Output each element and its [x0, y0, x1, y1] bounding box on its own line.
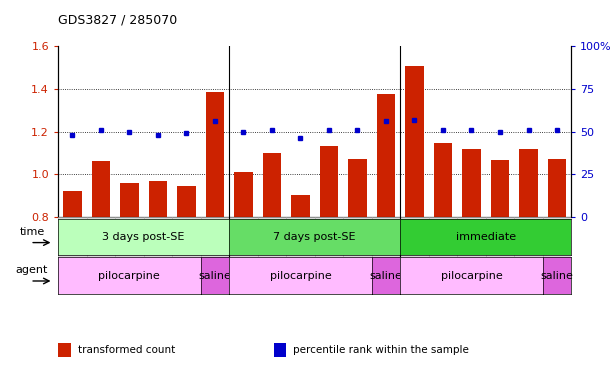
Text: percentile rank within the sample: percentile rank within the sample — [293, 345, 469, 356]
Bar — [172, 217, 200, 276]
Text: immediate: immediate — [456, 232, 516, 242]
Bar — [519, 149, 538, 384]
Bar — [320, 146, 338, 384]
Bar — [206, 92, 224, 384]
Bar — [343, 217, 371, 276]
Bar — [177, 186, 196, 384]
Bar — [144, 217, 172, 276]
Bar — [463, 149, 481, 384]
Bar — [371, 217, 400, 276]
Text: saline: saline — [199, 270, 232, 281]
Bar — [400, 217, 429, 276]
Bar — [200, 217, 229, 276]
Text: saline: saline — [370, 270, 403, 281]
Bar — [405, 66, 424, 384]
Text: 7 days post-SE: 7 days post-SE — [273, 232, 356, 242]
Bar — [315, 217, 343, 276]
Bar — [58, 343, 71, 357]
Bar — [291, 195, 310, 384]
Bar — [457, 217, 486, 276]
Bar — [348, 159, 367, 384]
Bar — [486, 217, 514, 276]
Text: time: time — [20, 227, 45, 237]
Bar — [63, 191, 82, 384]
Bar — [148, 180, 167, 384]
Text: saline: saline — [541, 270, 574, 281]
Bar — [377, 94, 395, 384]
Bar — [258, 217, 286, 276]
Text: pilocarpine: pilocarpine — [98, 270, 160, 281]
Text: GDS3827 / 285070: GDS3827 / 285070 — [58, 13, 177, 26]
Bar — [115, 217, 144, 276]
Text: transformed count: transformed count — [78, 345, 175, 356]
Bar — [491, 161, 510, 384]
Text: 3 days post-SE: 3 days post-SE — [103, 232, 185, 242]
Bar — [434, 143, 452, 384]
Bar — [429, 217, 457, 276]
Bar — [274, 343, 287, 357]
Bar — [514, 217, 543, 276]
Bar — [120, 183, 139, 384]
Bar — [92, 161, 110, 384]
Bar — [548, 159, 566, 384]
Text: pilocarpine: pilocarpine — [441, 270, 502, 281]
Bar — [58, 217, 87, 276]
Bar — [263, 153, 281, 384]
Bar — [543, 217, 571, 276]
Text: agent: agent — [16, 265, 48, 275]
Text: pilocarpine: pilocarpine — [269, 270, 331, 281]
Bar — [87, 217, 115, 276]
Bar — [286, 217, 315, 276]
Bar — [234, 172, 253, 384]
Bar — [229, 217, 258, 276]
